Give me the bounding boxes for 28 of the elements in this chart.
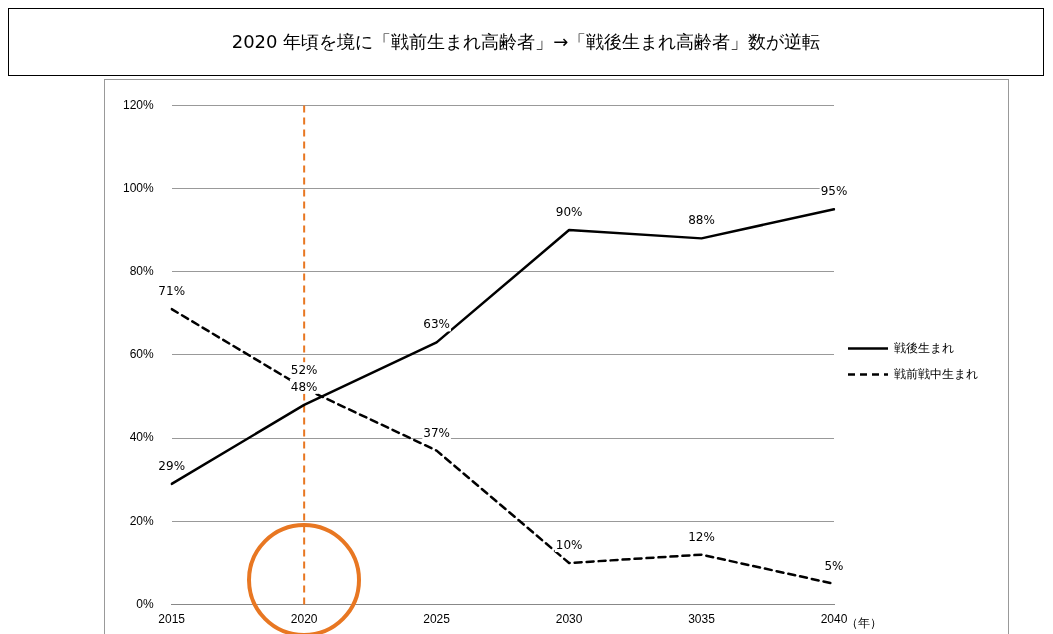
legend-label: 戦後生まれ <box>894 340 954 355</box>
data-label: 29% <box>158 458 186 473</box>
legend-label: 戦前戦中生まれ <box>894 366 978 381</box>
x-tick-label: 2020 <box>290 612 318 627</box>
y-tick-label: 40% <box>129 430 155 445</box>
data-label: 90% <box>555 205 583 220</box>
chart-title: 2020 年頃を境に「戦前生まれ高齢者」→「戦後生まれ高齢者」数が逆転 <box>8 8 1044 76</box>
data-label: 52% <box>290 363 318 378</box>
y-tick-label: 0% <box>136 596 155 611</box>
data-label: 95% <box>820 184 848 199</box>
data-label: 37% <box>423 425 450 440</box>
y-tick-label: 80% <box>129 263 155 278</box>
data-label: 5% <box>824 558 844 573</box>
data-label: 10% <box>555 537 583 552</box>
y-tick-label: 60% <box>129 347 155 362</box>
data-label: 71% <box>158 284 186 299</box>
data-label: 88% <box>688 213 715 228</box>
x-tick-label: 2025 <box>423 612 451 627</box>
x-axis-title: （年） <box>846 615 882 630</box>
x-tick-label: 2015 <box>158 612 186 627</box>
data-label: 12% <box>688 529 715 544</box>
y-tick-label: 100% <box>122 180 155 195</box>
x-tick-label: 2030 <box>555 612 583 627</box>
y-tick-label: 120% <box>122 97 155 112</box>
x-tick-label: 3035 <box>688 612 716 627</box>
data-label: 63% <box>423 317 450 332</box>
x-tick-label: 2040 <box>820 612 848 627</box>
y-tick-label: 20% <box>129 513 155 528</box>
